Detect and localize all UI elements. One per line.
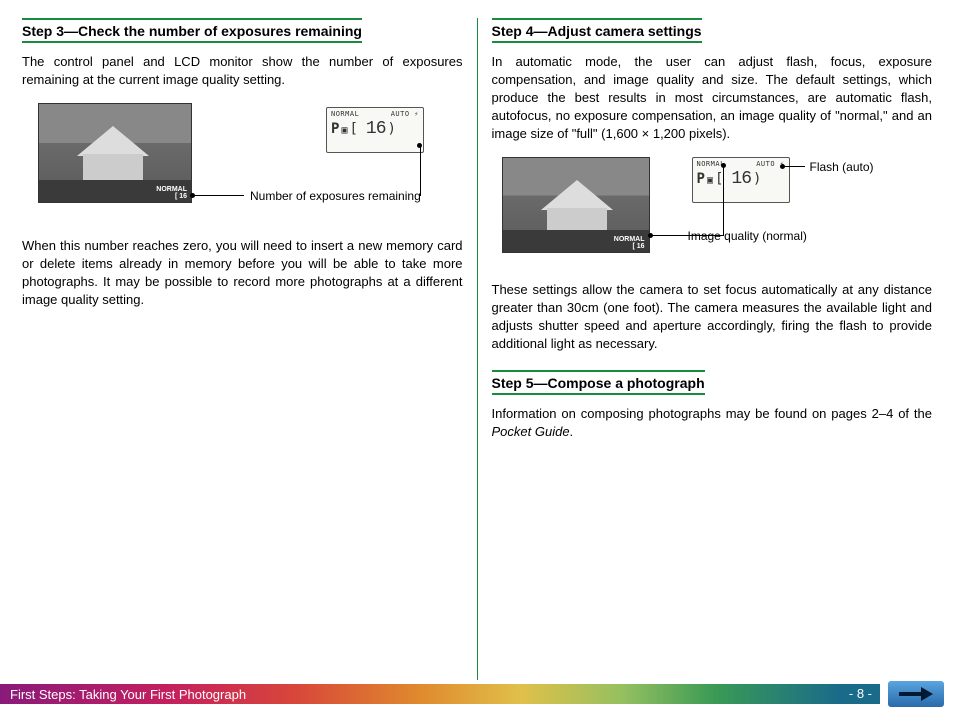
lcd-af-icon: ▣ bbox=[707, 176, 713, 186]
left-column: Step 3—Check the number of exposures rem… bbox=[22, 18, 477, 680]
right-column: Step 4—Adjust camera settings In automat… bbox=[478, 18, 933, 680]
arrow-right-icon bbox=[899, 687, 933, 701]
step3-intro: The control panel and LCD monitor show t… bbox=[22, 53, 463, 89]
step4-intro: In automatic mode, the user can adjust f… bbox=[492, 53, 933, 143]
control-panel-lcd: NORMAL AUTO ⚡ P ▣ [ 16 ) bbox=[326, 107, 424, 153]
footer-breadcrumb: First Steps: Taking Your First Photograp… bbox=[0, 684, 841, 704]
photo-label-count: [ 16 bbox=[156, 193, 187, 200]
lcd-exposure-count: 16 bbox=[731, 170, 751, 188]
next-page-button[interactable] bbox=[888, 681, 944, 707]
step4-heading: Step 4—Adjust camera settings bbox=[492, 18, 702, 43]
step3-figure: NORMAL [ 16 NORMAL AUTO ⚡ P ▣ [ 16 ) bbox=[22, 103, 463, 221]
lcd-exposure-count: 16 bbox=[366, 120, 386, 138]
callout-dot bbox=[648, 233, 653, 238]
page-content: Step 3—Check the number of exposures rem… bbox=[0, 0, 954, 680]
lcd-monitor-photo: NORMAL [ 16 bbox=[502, 157, 650, 253]
step4-outro: These settings allow the camera to set f… bbox=[492, 281, 933, 353]
step5-text: Information on composing photographs may… bbox=[492, 405, 933, 441]
lcd-af-icon: ▣ bbox=[341, 126, 347, 136]
lcd-normal-label: NORMAL bbox=[331, 111, 359, 118]
photo-label-count: [ 16 bbox=[614, 243, 645, 250]
quality-callout-label: Image quality (normal) bbox=[688, 229, 807, 243]
page-footer: First Steps: Taking Your First Photograp… bbox=[0, 684, 954, 704]
photo-label-normal: NORMAL bbox=[156, 186, 187, 193]
control-panel-lcd: NORMAL AUTO ⚡ P ▣ [ 16 ) bbox=[692, 157, 790, 203]
lcd-monitor-photo: NORMAL [ 16 bbox=[38, 103, 192, 203]
footer-title: First Steps: Taking Your First Photograp… bbox=[10, 687, 246, 702]
pocket-guide-ref: Pocket Guide bbox=[492, 424, 570, 439]
step4-figure: NORMAL [ 16 NORMAL AUTO ⚡ P ▣ [ 16 ) bbox=[492, 157, 933, 265]
flash-callout-label: Flash (auto) bbox=[810, 160, 874, 174]
lcd-auto-label: AUTO ⚡ bbox=[391, 111, 419, 118]
step3-heading: Step 3—Check the number of exposures rem… bbox=[22, 18, 362, 43]
callout-dot bbox=[190, 193, 195, 198]
lcd-mode-p: P bbox=[697, 172, 705, 186]
photo-label-normal: NORMAL bbox=[614, 236, 645, 243]
step3-outro: When this number reaches zero, you will … bbox=[22, 237, 463, 309]
step5-heading: Step 5—Compose a photograph bbox=[492, 370, 705, 395]
page-number: - 8 - bbox=[841, 684, 880, 704]
lcd-mode-p: P bbox=[331, 122, 339, 136]
callout-dot bbox=[721, 163, 726, 168]
exposures-callout-label: Number of exposures remaining bbox=[250, 189, 421, 203]
